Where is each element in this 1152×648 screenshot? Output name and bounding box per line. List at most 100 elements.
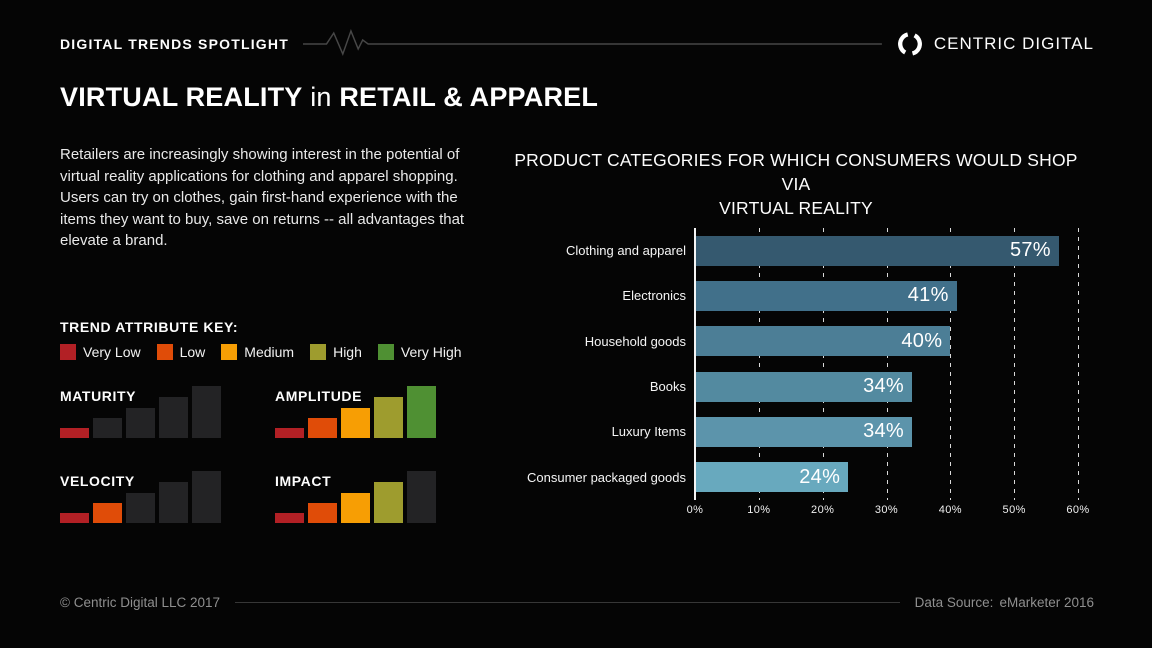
bar-chart-plot bbox=[695, 228, 1080, 500]
legend-swatch bbox=[60, 344, 76, 360]
category-bar: 24% bbox=[695, 462, 849, 493]
category-label: Luxury Items bbox=[611, 424, 686, 440]
x-tick-label: 50% bbox=[1002, 504, 1026, 516]
bar-track: 24% bbox=[695, 462, 1092, 493]
bar-track: 41% bbox=[695, 280, 1092, 311]
trend-attribute-bars bbox=[275, 471, 436, 523]
x-tick-label: 10% bbox=[747, 504, 771, 516]
attribute-level-bar bbox=[308, 503, 337, 523]
brand-logo: CENTRIC DIGITAL bbox=[896, 30, 1094, 58]
gridline bbox=[950, 228, 952, 500]
title-connector: in bbox=[310, 82, 332, 112]
category-bar: 34% bbox=[695, 371, 912, 402]
eyebrow-title: DIGITAL TRENDS SPOTLIGHT bbox=[60, 36, 289, 52]
trend-attribute-chart: IMPACT bbox=[275, 467, 437, 523]
value-label: 24% bbox=[799, 465, 841, 488]
bar-track: 34% bbox=[695, 416, 1092, 447]
category-label: Electronics bbox=[622, 288, 686, 304]
trend-key-legend: Very Low Low Medium High Very High bbox=[60, 344, 462, 360]
category-label: Household goods bbox=[584, 333, 686, 349]
category-bar: 34% bbox=[695, 416, 912, 447]
legend-label: Very Low bbox=[83, 344, 141, 360]
legend-label: Very High bbox=[400, 344, 462, 360]
category-bar: 57% bbox=[695, 235, 1059, 266]
attribute-level-bar bbox=[374, 397, 403, 438]
attribute-level-bar bbox=[93, 418, 122, 438]
chart-x-ticks: 0% 10% 20% 30% 40% 50% 60% bbox=[687, 504, 1090, 520]
attribute-level-bar bbox=[407, 471, 436, 523]
attribute-level-bar bbox=[126, 408, 155, 438]
legend-swatch bbox=[377, 344, 394, 360]
attribute-level-bar bbox=[93, 503, 122, 523]
header: DIGITAL TRENDS SPOTLIGHT CENTRIC DIGITAL bbox=[60, 28, 1094, 60]
x-tick-label: 0% bbox=[686, 504, 704, 516]
legend-item: Very Low bbox=[60, 344, 141, 360]
chart-row: Luxury Items 34% bbox=[500, 409, 1092, 454]
trend-attribute-grid: MATURITY AMPLITUDE VELOCITY IMPACT bbox=[60, 382, 437, 523]
trend-attribute-name: MATURITY bbox=[60, 388, 137, 404]
gridline bbox=[886, 228, 888, 500]
value-label: 40% bbox=[901, 329, 943, 352]
copyright-text: © Centric Digital LLC 2017 bbox=[60, 595, 221, 610]
chart-row: Clothing and apparel 57% bbox=[500, 228, 1092, 273]
legend-label: Medium bbox=[244, 344, 295, 360]
x-tick-label: 20% bbox=[811, 504, 835, 516]
bar-chart-rows: Clothing and apparel 57% Electronics 41% Hou… bbox=[500, 228, 1092, 500]
x-tick-label: 40% bbox=[938, 504, 962, 516]
bar-track: 34% bbox=[695, 371, 1092, 402]
value-label: 34% bbox=[863, 375, 904, 398]
attribute-level-bar bbox=[60, 428, 89, 438]
attribute-level-bar bbox=[308, 418, 337, 438]
brand-name: CENTRIC DIGITAL bbox=[933, 34, 1094, 53]
gridline bbox=[1078, 228, 1079, 500]
attribute-level-bar bbox=[374, 482, 403, 523]
data-source-label: Data Source: bbox=[914, 595, 994, 610]
legend-item: High bbox=[310, 344, 362, 360]
data-source-value: eMarketer 2016 bbox=[999, 595, 1094, 610]
footer: © Centric Digital LLC 2017 Data Source: … bbox=[60, 595, 1094, 610]
legend-item: Medium bbox=[221, 344, 294, 360]
chart-row: Consumer packaged goods 24% bbox=[500, 455, 1092, 500]
attribute-level-bar bbox=[275, 513, 304, 523]
chart-title-line1: PRODUCT CATEGORIES FOR WHICH CONSUMERS W… bbox=[514, 150, 1078, 194]
bar-track: 40% bbox=[695, 326, 1092, 357]
category-label: Books bbox=[649, 379, 686, 395]
trend-attribute-bars bbox=[275, 386, 436, 438]
chart-y-axis-line bbox=[694, 228, 696, 500]
value-label: 57% bbox=[1009, 239, 1051, 262]
value-label: 41% bbox=[907, 284, 949, 307]
title-part-1: VIRTUAL REALITY bbox=[60, 82, 303, 112]
trend-attribute-chart: VELOCITY bbox=[60, 467, 222, 523]
intro-paragraph: Retailers are increasingly showing inter… bbox=[60, 146, 465, 249]
trend-attribute-chart: AMPLITUDE bbox=[275, 382, 437, 438]
chart-row: Household goods 40% bbox=[500, 319, 1092, 364]
attribute-level-bar bbox=[192, 471, 221, 523]
legend-swatch bbox=[156, 344, 173, 360]
trend-attribute-name: AMPLITUDE bbox=[275, 388, 363, 404]
trend-attribute-name: VELOCITY bbox=[60, 473, 135, 489]
footer-divider-line bbox=[235, 602, 900, 603]
bar-track: 57% bbox=[695, 235, 1092, 266]
category-bar: 40% bbox=[695, 326, 951, 357]
attribute-level-bar bbox=[159, 397, 188, 438]
attribute-level-bar bbox=[126, 493, 155, 523]
value-label: 34% bbox=[863, 420, 904, 443]
chart-row: Books 34% bbox=[500, 364, 1092, 409]
pulse-line-decoration bbox=[302, 29, 882, 57]
legend-item: Very High bbox=[377, 344, 462, 360]
category-bar: 41% bbox=[695, 280, 957, 311]
category-label: Consumer packaged goods bbox=[527, 469, 686, 485]
page-title: VIRTUAL REALITY in RETAIL & APPAREL bbox=[60, 82, 598, 113]
attribute-level-bar bbox=[407, 386, 436, 438]
legend-swatch bbox=[310, 344, 327, 360]
chart-title: PRODUCT CATEGORIES FOR WHICH CONSUMERS W… bbox=[500, 148, 1092, 220]
legend-label: High bbox=[333, 344, 362, 360]
x-tick-label: 60% bbox=[1066, 504, 1090, 516]
attribute-level-bar bbox=[159, 482, 188, 523]
category-label: Clothing and apparel bbox=[566, 243, 686, 259]
attribute-level-bar bbox=[341, 493, 370, 523]
trend-attribute-bars bbox=[60, 386, 221, 438]
attribute-level-bar bbox=[60, 513, 89, 523]
gridline bbox=[822, 228, 824, 500]
